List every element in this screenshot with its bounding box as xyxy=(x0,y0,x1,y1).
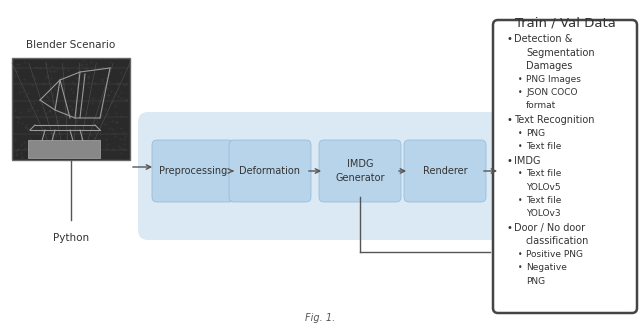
Text: •: • xyxy=(518,74,522,83)
Text: Door / No door: Door / No door xyxy=(514,223,585,233)
FancyBboxPatch shape xyxy=(152,140,234,202)
Text: •: • xyxy=(518,169,522,178)
Text: format: format xyxy=(526,102,556,111)
Text: •: • xyxy=(518,88,522,97)
FancyBboxPatch shape xyxy=(493,20,637,313)
Text: •: • xyxy=(506,156,512,166)
Text: IMDG
Generator: IMDG Generator xyxy=(335,160,385,183)
Text: •: • xyxy=(518,196,522,205)
Text: •: • xyxy=(506,34,512,44)
FancyBboxPatch shape xyxy=(229,140,311,202)
Text: Segmentation: Segmentation xyxy=(526,48,595,58)
FancyBboxPatch shape xyxy=(319,140,401,202)
Text: YOLOv5: YOLOv5 xyxy=(526,182,561,192)
Text: Train / Val Data: Train / Val Data xyxy=(515,16,616,29)
Text: Text Recognition: Text Recognition xyxy=(514,115,595,125)
Text: Detection &: Detection & xyxy=(514,34,572,44)
Text: classification: classification xyxy=(526,237,589,247)
FancyBboxPatch shape xyxy=(138,112,502,240)
FancyBboxPatch shape xyxy=(12,58,130,160)
Text: Blender Scenario: Blender Scenario xyxy=(26,40,116,50)
Text: Preprocessing: Preprocessing xyxy=(159,166,227,176)
Text: JSON COCO: JSON COCO xyxy=(526,88,577,97)
Text: IMDG: IMDG xyxy=(514,156,541,166)
Text: PNG: PNG xyxy=(526,128,545,137)
Text: PNG Images: PNG Images xyxy=(526,74,581,83)
Text: •: • xyxy=(506,115,512,125)
Text: •: • xyxy=(506,223,512,233)
Text: PNG: PNG xyxy=(526,277,545,286)
Text: Text file: Text file xyxy=(526,142,561,151)
Text: YOLOv3: YOLOv3 xyxy=(526,210,561,218)
Text: Text file: Text file xyxy=(526,196,561,205)
Text: Positive PNG: Positive PNG xyxy=(526,250,583,259)
Text: Python: Python xyxy=(53,233,89,243)
Text: •: • xyxy=(518,128,522,137)
Text: Damages: Damages xyxy=(526,61,572,71)
Text: •: • xyxy=(518,263,522,272)
Text: •: • xyxy=(518,142,522,151)
Text: Text file: Text file xyxy=(526,169,561,178)
Text: Deformation: Deformation xyxy=(239,166,301,176)
Text: •: • xyxy=(518,250,522,259)
FancyBboxPatch shape xyxy=(404,140,486,202)
Text: Fig. 1.: Fig. 1. xyxy=(305,313,335,323)
FancyBboxPatch shape xyxy=(28,140,100,158)
Text: Negative: Negative xyxy=(526,263,567,272)
Text: Renderer: Renderer xyxy=(422,166,467,176)
